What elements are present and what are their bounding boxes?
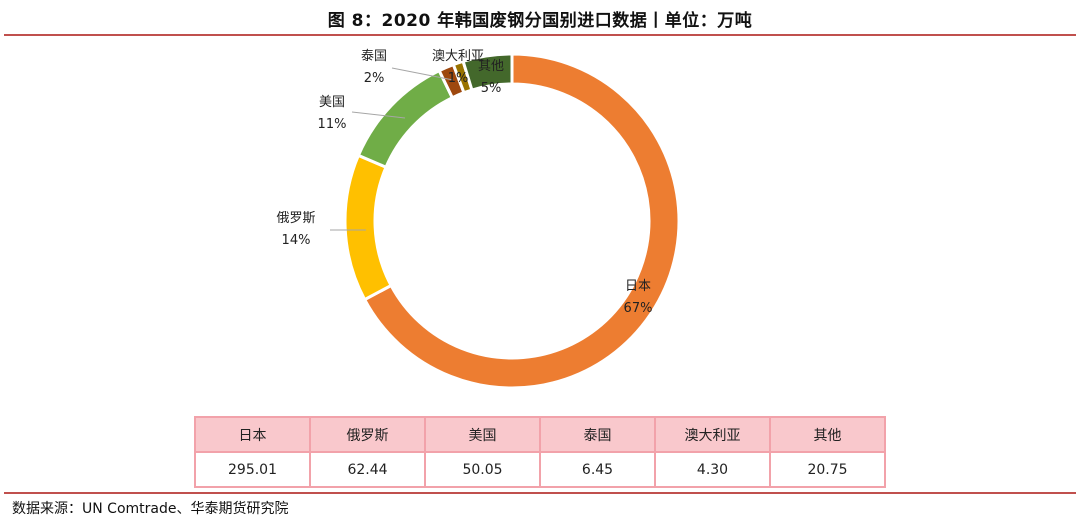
table-header-cell: 澳大利亚 <box>654 416 771 453</box>
slice-category-label: 美国 <box>319 95 345 110</box>
slice-category-label: 俄罗斯 <box>276 211 315 226</box>
table-value-cell: 20.75 <box>769 451 886 488</box>
slice-percent-label: 67% <box>624 301 653 316</box>
import-data-table: 日本 俄罗斯 美国 泰国 澳大利亚 其他 295.01 62.44 50.05 … <box>194 416 886 488</box>
table-header-cell: 泰国 <box>539 416 656 453</box>
table-header-cell: 美国 <box>424 416 541 453</box>
source-note: 数据来源：UN Comtrade、华泰期货研究院 <box>12 501 289 517</box>
slice-category-label: 日本 <box>625 279 651 294</box>
table-value-cell: 50.05 <box>424 451 541 488</box>
slice-category-label: 澳大利亚 <box>432 48 484 64</box>
table-header-cell: 日本 <box>194 416 311 453</box>
donut-chart: 日本 67% 俄罗斯 14% 美国 11% 泰国 2% 澳大利亚 1% 其他 5% <box>276 48 681 390</box>
table-value-cell: 62.44 <box>309 451 426 488</box>
slice-category-label: 泰国 <box>361 49 387 64</box>
slice-percent-label: 14% <box>282 233 311 248</box>
donut-slice-5 <box>461 52 514 92</box>
table-header-cell: 俄罗斯 <box>309 416 426 453</box>
table-value-cell: 6.45 <box>539 451 656 488</box>
chart-title: 图 8：2020 年韩国废钢分国别进口数据丨单位：万吨 <box>327 11 753 31</box>
leader-line <box>351 111 406 119</box>
source-divider <box>4 492 1076 494</box>
slice-percent-label: 2% <box>364 71 385 86</box>
table-value-cell: 4.30 <box>654 451 771 488</box>
slice-percent-label: 5% <box>481 81 502 96</box>
slice-percent-label: 1% <box>448 71 469 86</box>
table-header-cell: 其他 <box>769 416 886 453</box>
table-value-cell: 295.01 <box>194 451 311 488</box>
donut-slice-1 <box>343 153 394 302</box>
donut-slice-0 <box>362 52 681 390</box>
leader-line <box>391 67 454 81</box>
table-value-row: 295.01 62.44 50.05 6.45 4.30 20.75 <box>194 451 886 488</box>
slice-percent-label: 11% <box>318 117 347 132</box>
title-divider <box>4 34 1076 36</box>
table-header-row: 日本 俄罗斯 美国 泰国 澳大利亚 其他 <box>194 416 886 453</box>
slice-category-label: 其他 <box>478 59 504 74</box>
